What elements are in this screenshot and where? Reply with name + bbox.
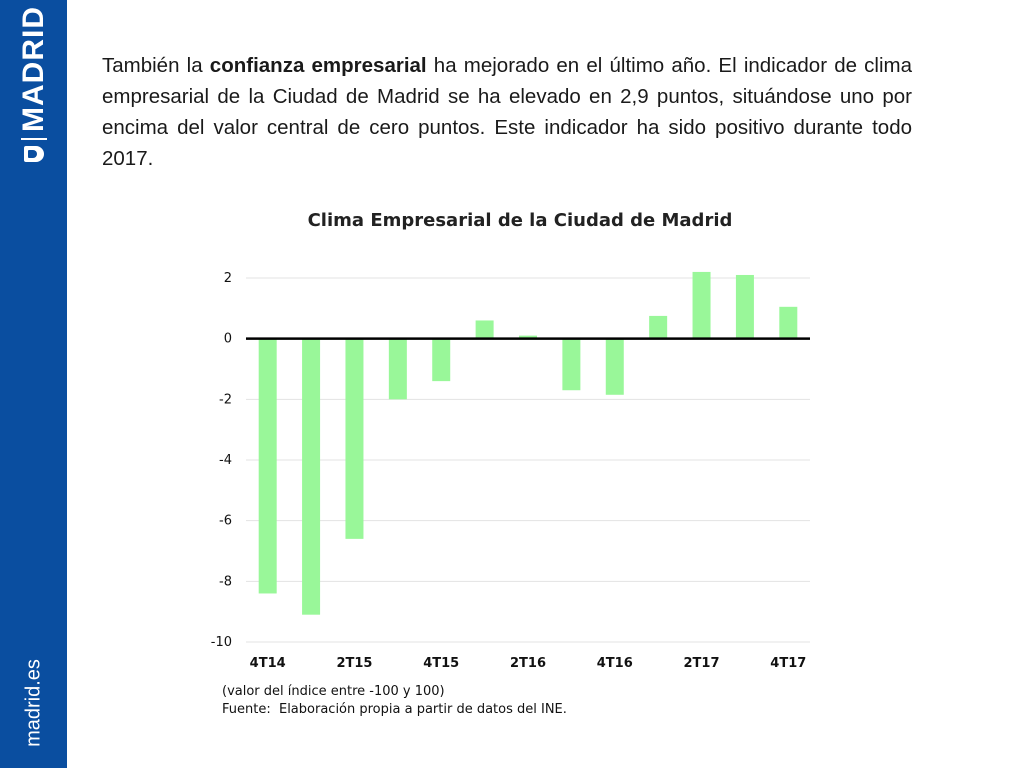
- y-tick-label: -4: [219, 453, 232, 468]
- x-tick-label: 4T14: [250, 656, 286, 671]
- chart-notes: (valor del índice entre -100 y 100) Fuen…: [222, 683, 567, 719]
- bar: [735, 274, 754, 339]
- bar: [258, 338, 277, 594]
- x-tick-label: 2T17: [684, 656, 720, 671]
- x-tick-label: 2T16: [510, 656, 546, 671]
- chart-title: Clima Empresarial de la Ciudad de Madrid: [307, 210, 733, 231]
- bar: [475, 320, 494, 339]
- intro-text-end: ha mejorado en el último año. El indicad…: [102, 54, 913, 170]
- bar: [562, 338, 581, 391]
- labels-layer: 2 0 -2 -4 -6 -8 -10 4T14 2T15 4T15 2T16 4T16 2T17 4T1…: [211, 271, 807, 671]
- x-tick-label: 4T15: [423, 656, 459, 671]
- grid-layer: [246, 277, 810, 643]
- bar: [302, 338, 321, 615]
- y-tick-label: 2: [224, 271, 232, 286]
- bar: [649, 315, 668, 339]
- bar: [345, 338, 364, 539]
- bar: [605, 338, 624, 395]
- intro-text-bold: confianza empresarial: [209, 54, 427, 77]
- y-tick-label: -10: [211, 635, 232, 650]
- intro-paragraph: También la confianza empresarial ha mejo…: [102, 50, 912, 174]
- x-tick-label: 4T17: [770, 656, 806, 671]
- y-tick-label: 0: [224, 332, 232, 347]
- bars-layer: [258, 271, 798, 615]
- y-tick-label: -2: [219, 392, 232, 407]
- bar: [432, 338, 451, 382]
- index-range-note: (valor del índice entre -100 y 100): [222, 684, 445, 699]
- bar: [779, 306, 798, 339]
- y-tick-label: -8: [219, 574, 232, 589]
- source-note: Fuente: Elaboración propia a partir de d…: [222, 702, 567, 717]
- x-tick-label: 4T16: [597, 656, 633, 671]
- bar: [388, 338, 407, 400]
- sidebar: MADRID madrid.es: [0, 0, 67, 768]
- bar: [519, 335, 537, 339]
- intro-text-start: También la: [102, 54, 210, 77]
- bar: [692, 271, 711, 339]
- x-tick-label: 2T15: [336, 656, 372, 671]
- y-tick-label: -6: [219, 514, 232, 529]
